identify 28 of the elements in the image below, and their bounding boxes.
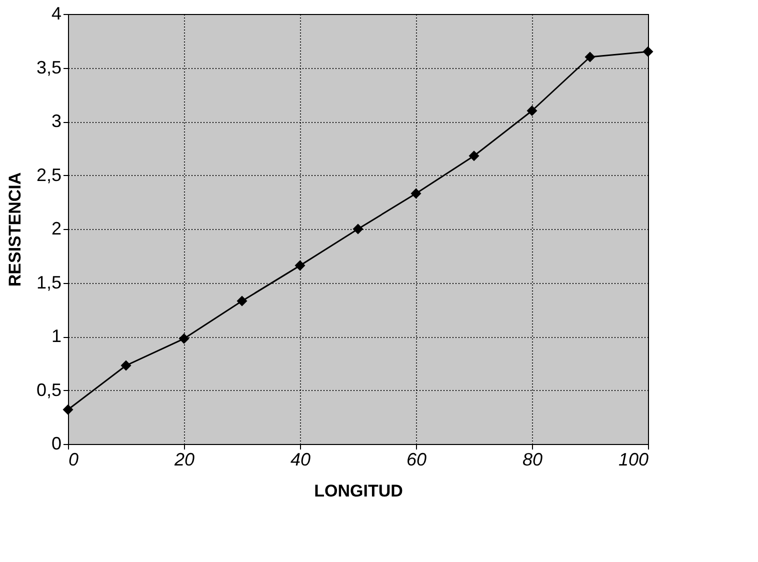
x-tick-label: 100 <box>618 450 648 470</box>
point <box>62 404 74 415</box>
point <box>642 46 654 57</box>
x-tick-label: 0 <box>68 450 79 470</box>
y-tick-label: 2,5 <box>36 164 62 185</box>
point <box>584 52 596 62</box>
x-tick-label: 40 <box>290 450 311 470</box>
y-tick-label: 1,5 <box>36 272 62 292</box>
y-tick-label: 2 <box>51 218 62 238</box>
point <box>294 260 306 271</box>
y-tick-label: 0 <box>51 434 62 454</box>
point <box>352 224 364 234</box>
y-axis-title: RESISTENCIA <box>5 172 24 287</box>
x-axis-title: LONGITUD <box>314 482 403 500</box>
x-tick-label: 80 <box>522 450 543 470</box>
y-tick-label: 4 <box>51 4 62 24</box>
x-tick-label: 60 <box>406 450 427 470</box>
point <box>468 150 480 162</box>
y-tick-label: 3 <box>51 111 62 131</box>
point <box>526 106 538 116</box>
point <box>236 296 248 306</box>
point <box>178 333 190 344</box>
point <box>120 360 132 371</box>
point <box>410 188 422 199</box>
y-tick-label: 0,5 <box>36 380 62 400</box>
y-tick-label: 3,5 <box>36 57 62 78</box>
y-tick-label: 1 <box>51 326 62 346</box>
x-tick-label: 20 <box>173 450 195 470</box>
